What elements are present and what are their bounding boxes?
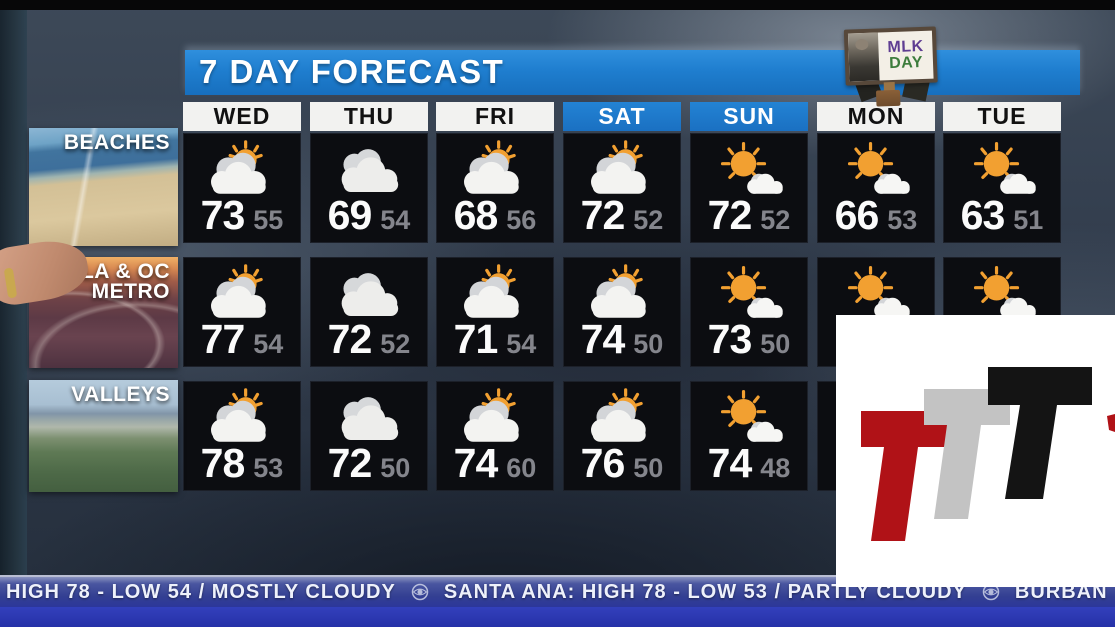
mostly-sunny-icon xyxy=(973,142,1036,194)
low-temp: 50 xyxy=(633,329,664,359)
ticker-item: HIGH 78 - LOW 54 / MOSTLY CLOUDY xyxy=(6,580,396,603)
cloudy-icon xyxy=(341,397,399,440)
day-header-thu: THU xyxy=(310,102,428,131)
day-header-mon: MON xyxy=(817,102,935,131)
day-header-sat: SAT xyxy=(563,102,681,131)
low-temp: 54 xyxy=(506,329,537,359)
partly-cloudy-icon xyxy=(211,388,266,442)
region-label-valleys: VALLEYS xyxy=(71,383,170,406)
forecast-cell-beaches-sun: 72 52 xyxy=(690,133,808,243)
low-temp: 53 xyxy=(253,453,284,483)
region-label-beaches: BEACHES xyxy=(63,131,170,154)
partly-cloudy-icon xyxy=(464,140,519,194)
partly-cloudy-icon xyxy=(464,388,519,442)
high-temp: 72 xyxy=(707,192,753,238)
forecast-cell-valleys-fri: 74 60 xyxy=(436,381,554,491)
mlk-badge-line2: DAY xyxy=(888,53,924,73)
ticker-line: HIGH 78 - LOW 54 / MOSTLY CLOUDY SANTA A… xyxy=(0,577,1115,607)
low-temp: 54 xyxy=(253,329,284,359)
low-temp: 50 xyxy=(380,453,411,483)
low-temp: 60 xyxy=(506,453,537,483)
mostly-sunny-icon xyxy=(720,390,783,442)
mostly-sunny-icon xyxy=(720,266,783,318)
forecast-cell-la-oc-metro-sat: 74 50 xyxy=(563,257,681,367)
partly-cloudy-icon xyxy=(211,264,266,318)
forecast-cell-la-oc-metro-wed: 77 54 xyxy=(183,257,301,367)
region-photo-beaches: BEACHES xyxy=(29,128,178,246)
low-temp: 52 xyxy=(633,205,664,235)
forecast-cell-la-oc-metro-fri: 71 54 xyxy=(436,257,554,367)
low-temp: 52 xyxy=(760,205,791,235)
high-temp: 69 xyxy=(327,192,373,238)
high-temp: 76 xyxy=(580,440,626,486)
low-temp: 52 xyxy=(380,329,411,359)
partly-cloudy-icon xyxy=(591,264,646,318)
mlk-day-badge: MLK DAY xyxy=(843,26,942,107)
high-temp: 72 xyxy=(327,316,373,362)
mostly-sunny-icon xyxy=(847,266,910,318)
forecast-cell-beaches-wed: 73 55 xyxy=(183,133,301,243)
low-temp: 56 xyxy=(506,205,537,235)
mlk-podium xyxy=(875,89,901,107)
partly-cloudy-icon xyxy=(211,140,266,194)
high-temp: 74 xyxy=(580,316,626,362)
forecast-cell-la-oc-metro-thu: 72 52 xyxy=(310,257,428,367)
high-temp: 71 xyxy=(453,316,499,362)
forecast-cell-valleys-sun: 74 48 xyxy=(690,381,808,491)
mlk-sign: MLK DAY xyxy=(843,26,938,86)
region-label-la-oc-metro: LA & OC METRO xyxy=(80,260,170,303)
forecast-title-bar: 7 DAY FORECAST xyxy=(185,50,1080,95)
high-temp: 74 xyxy=(453,440,499,486)
day-header-fri: FRI xyxy=(436,102,554,131)
high-temp: 68 xyxy=(453,192,499,238)
high-temp: 73 xyxy=(707,316,753,362)
high-temp: 78 xyxy=(200,440,246,486)
partly-cloudy-icon xyxy=(591,388,646,442)
cbs-eye-icon xyxy=(411,583,429,601)
forecast-cell-beaches-tue: 63 51 xyxy=(943,133,1061,243)
mlk-portrait xyxy=(847,32,880,82)
region-photo-valleys: VALLEYS xyxy=(29,380,178,492)
ticker-item: SANTA ANA: HIGH 78 - LOW 53 / PARTLY CLO… xyxy=(443,580,967,603)
low-temp: 53 xyxy=(887,205,918,235)
day-header-tue: TUE xyxy=(943,102,1061,131)
station-logo-overlay xyxy=(836,315,1115,587)
high-temp: 63 xyxy=(960,192,1006,238)
low-temp: 48 xyxy=(760,453,791,483)
ttt-logo xyxy=(861,367,1115,541)
day-header-sun: SUN xyxy=(690,102,808,131)
low-temp: 50 xyxy=(760,329,791,359)
high-temp: 66 xyxy=(834,192,880,238)
cloudy-icon xyxy=(341,149,399,192)
forecast-cell-valleys-thu: 72 50 xyxy=(310,381,428,491)
partly-cloudy-icon xyxy=(591,140,646,194)
partly-cloudy-icon xyxy=(464,264,519,318)
mostly-sunny-icon xyxy=(847,142,910,194)
cloudy-icon xyxy=(341,273,399,316)
forecast-cell-beaches-fri: 68 56 xyxy=(436,133,554,243)
high-temp: 74 xyxy=(707,440,753,486)
low-temp: 50 xyxy=(633,453,664,483)
forecast-cell-valleys-wed: 78 53 xyxy=(183,381,301,491)
low-temp: 55 xyxy=(253,205,284,235)
high-temp: 77 xyxy=(200,316,246,362)
high-temp: 73 xyxy=(200,192,246,238)
forecast-cell-valleys-sat: 76 50 xyxy=(563,381,681,491)
high-temp: 72 xyxy=(580,192,626,238)
forecast-cell-beaches-mon: 66 53 xyxy=(817,133,935,243)
forecast-cell-beaches-sat: 72 52 xyxy=(563,133,681,243)
forecast-cell-la-oc-metro-sun: 73 50 xyxy=(690,257,808,367)
mostly-sunny-icon xyxy=(720,142,783,194)
low-temp: 54 xyxy=(380,205,411,235)
forecast-cell-beaches-thu: 69 54 xyxy=(310,133,428,243)
high-temp: 72 xyxy=(327,440,373,486)
ticker-lower-band xyxy=(0,607,1115,627)
page-title: 7 DAY FORECAST xyxy=(199,53,505,90)
top-letterbox-bar xyxy=(0,0,1115,10)
low-temp: 51 xyxy=(1013,205,1044,235)
day-header-wed: WED xyxy=(183,102,301,131)
